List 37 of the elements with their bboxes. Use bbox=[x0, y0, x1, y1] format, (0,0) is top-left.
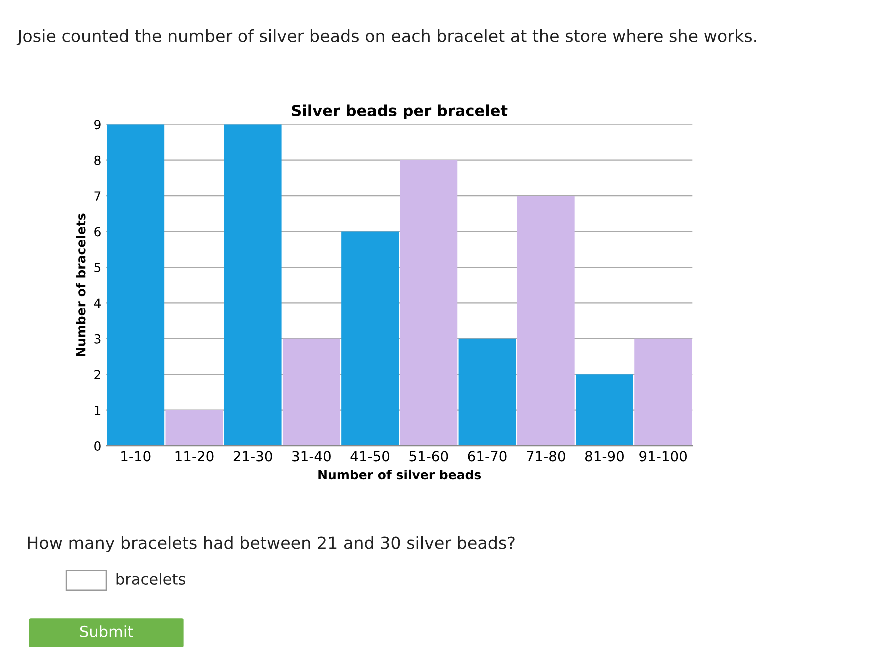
x-axis-title: Number of silver beads bbox=[318, 470, 482, 480]
bar bbox=[282, 338, 340, 446]
x-tick-label: 61-70 bbox=[468, 451, 507, 462]
y-axis-title: Number of bracelets bbox=[76, 214, 86, 356]
text: Josie counted the number of silver beads on each bracelet at the store where she works. bbox=[16, 30, 756, 46]
x-tick-label: 41-50 bbox=[350, 451, 390, 462]
y-tick-label: 8 bbox=[94, 156, 101, 166]
y-tick-label: 4 bbox=[94, 298, 101, 308]
x-tick-label: 21-30 bbox=[234, 451, 272, 462]
x-tick-label: 81-90 bbox=[585, 451, 624, 462]
y-tick-label: 2 bbox=[94, 370, 100, 380]
x-tick-label: 31-40 bbox=[292, 451, 331, 462]
bar bbox=[224, 124, 282, 446]
y-tick-label: 6 bbox=[94, 227, 101, 237]
x-tick-label: 11-20 bbox=[176, 451, 214, 462]
bar bbox=[107, 124, 165, 446]
chart-title: Silver beads per bracelet bbox=[292, 104, 508, 120]
bar bbox=[517, 196, 575, 446]
x-tick-label: 91-100 bbox=[640, 451, 688, 462]
y-tick-label: 3 bbox=[94, 334, 101, 344]
text: Submit bbox=[80, 626, 134, 638]
text: How many bracelets had between 21 and 30 silver beads? bbox=[28, 536, 515, 553]
bar bbox=[576, 374, 634, 446]
y-tick-label: 5 bbox=[94, 263, 101, 272]
bar bbox=[458, 338, 516, 446]
y-tick-label: 0 bbox=[94, 442, 101, 452]
y-tick-label: 1 bbox=[95, 406, 101, 416]
bar bbox=[342, 232, 400, 446]
x-tick-label: 51-60 bbox=[410, 451, 448, 462]
y-tick-label: 9 bbox=[94, 120, 101, 130]
bar bbox=[166, 410, 224, 446]
x-tick-label: 71-80 bbox=[527, 451, 566, 462]
text: bracelets bbox=[116, 573, 186, 585]
bar bbox=[400, 160, 458, 446]
x-tick-label: 1-10 bbox=[122, 451, 151, 462]
bar bbox=[634, 338, 692, 446]
y-tick-label: 7 bbox=[94, 192, 101, 201]
